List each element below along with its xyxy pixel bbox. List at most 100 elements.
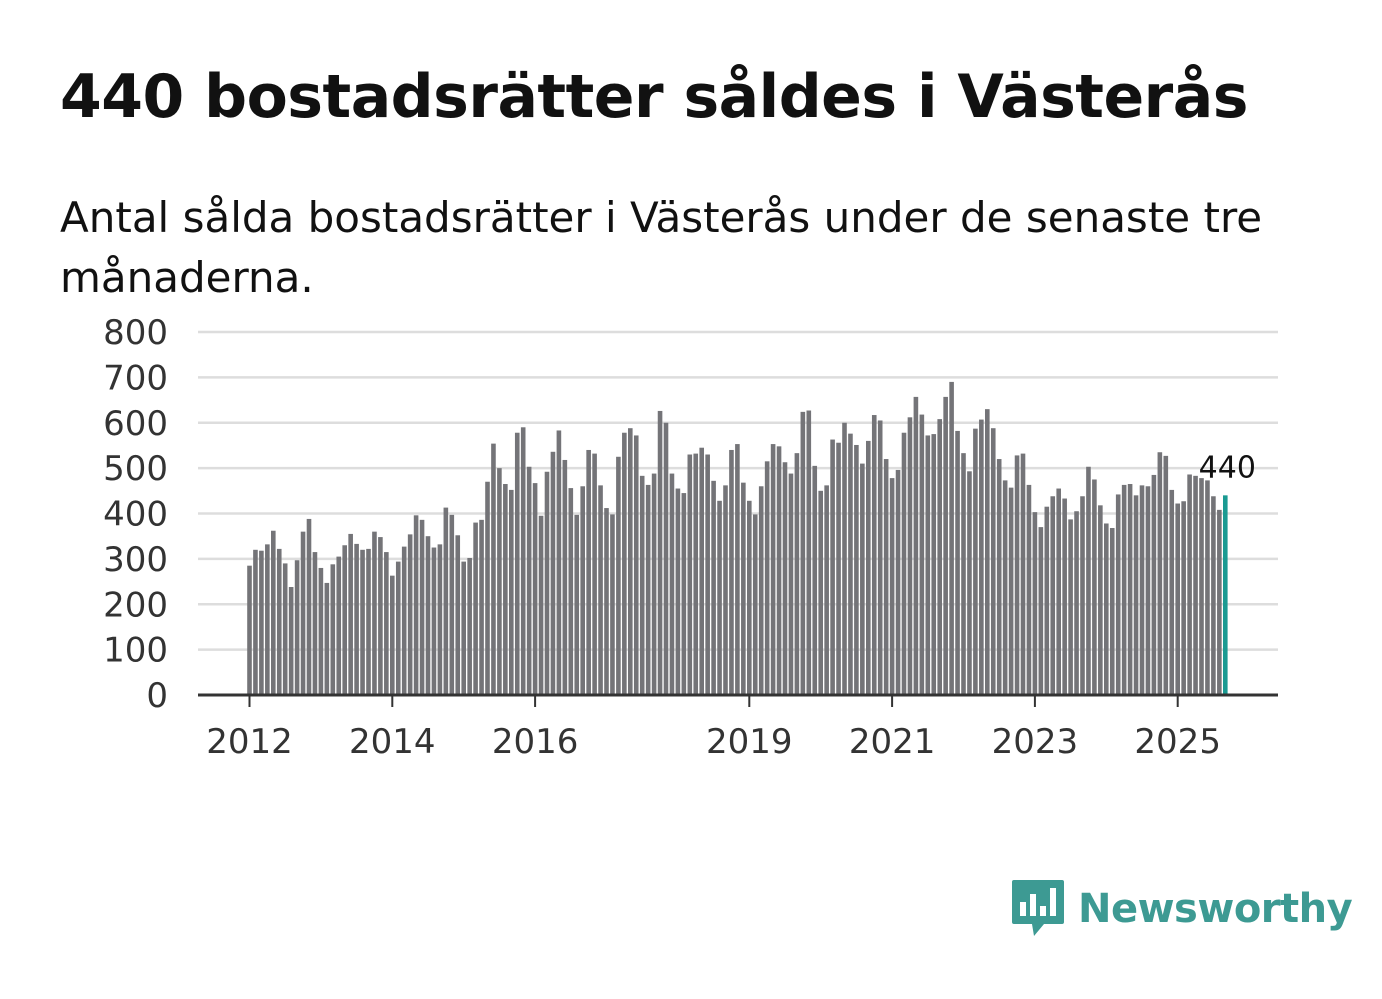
bar	[949, 381, 954, 695]
y-tick-label: 600	[103, 404, 168, 444]
bar	[1104, 523, 1109, 695]
bar	[1217, 509, 1222, 695]
bar	[538, 515, 544, 695]
bar	[937, 419, 942, 695]
bar	[360, 549, 365, 695]
bar	[604, 508, 609, 695]
bar	[687, 454, 693, 695]
y-tick-label: 300	[103, 540, 168, 580]
bar	[1026, 484, 1032, 695]
bar	[514, 432, 520, 695]
x-tick-label: 2012	[206, 722, 293, 762]
bar	[1157, 452, 1163, 695]
bar	[788, 473, 794, 695]
bar	[300, 531, 306, 695]
bar	[657, 410, 663, 695]
y-tick-label: 200	[103, 585, 168, 625]
bar	[758, 486, 764, 695]
bar	[824, 485, 829, 695]
data-label-latest: 440	[1199, 450, 1256, 485]
bar	[312, 552, 318, 695]
bar	[919, 414, 925, 695]
bar	[699, 447, 704, 695]
bar	[830, 439, 835, 695]
bar	[407, 534, 413, 695]
bar	[943, 396, 948, 695]
x-tick-label: 2016	[492, 722, 579, 762]
bar	[473, 522, 478, 695]
bar	[1187, 474, 1192, 695]
bar	[467, 557, 472, 695]
bar	[598, 485, 603, 695]
bar	[455, 535, 461, 695]
bar	[729, 449, 734, 695]
bar	[378, 537, 383, 695]
bar	[669, 473, 675, 695]
bar	[616, 456, 621, 695]
bar	[556, 430, 562, 695]
bar	[1056, 488, 1061, 695]
bar	[276, 548, 282, 695]
newsworthy-logo: Newsworthy	[1010, 878, 1353, 940]
bar	[574, 514, 580, 695]
bar	[1020, 453, 1026, 695]
bar	[1193, 475, 1198, 695]
bar	[586, 449, 591, 695]
bar	[628, 428, 633, 695]
bar	[259, 550, 264, 695]
bar	[895, 469, 901, 695]
bar	[348, 533, 353, 695]
bar	[372, 531, 377, 695]
bar	[509, 489, 514, 695]
x-tick-label: 2021	[849, 722, 936, 762]
bar	[592, 453, 597, 695]
bar	[532, 483, 538, 695]
bar	[877, 420, 883, 695]
bar	[639, 475, 645, 695]
bar	[1115, 494, 1121, 695]
bar	[735, 444, 740, 695]
bar	[485, 481, 490, 695]
bar	[401, 546, 407, 695]
bar	[526, 466, 532, 695]
bar	[1002, 480, 1008, 695]
x-tick-label: 2025	[1134, 722, 1221, 762]
bar	[1205, 480, 1210, 695]
bar	[247, 565, 252, 695]
bar	[800, 411, 806, 695]
bar	[390, 575, 395, 695]
bar	[794, 453, 800, 695]
bar	[973, 428, 978, 695]
brand-name: Newsworthy	[1078, 886, 1353, 932]
bar	[955, 430, 960, 695]
bar	[491, 443, 496, 695]
y-tick-label: 0	[146, 676, 168, 716]
bar	[764, 461, 770, 695]
bar	[1181, 501, 1186, 695]
newsworthy-logo-icon	[1012, 880, 1064, 936]
bar	[562, 459, 568, 695]
bar	[925, 435, 931, 695]
y-tick-label: 500	[103, 449, 168, 489]
bar	[1038, 527, 1044, 695]
bar	[1014, 455, 1020, 695]
bar	[931, 434, 937, 695]
x-tick-label: 2023	[992, 722, 1079, 762]
bar	[253, 549, 258, 695]
bar	[633, 435, 639, 695]
bar	[907, 417, 913, 695]
bar	[675, 488, 681, 695]
bar	[990, 428, 996, 695]
bar	[497, 468, 502, 696]
bar	[723, 485, 728, 695]
y-tick-label: 100	[103, 631, 168, 671]
bar	[366, 548, 371, 695]
bar	[818, 490, 823, 695]
bar	[1008, 487, 1014, 695]
bar	[1175, 503, 1180, 695]
bar	[1121, 484, 1127, 695]
bar	[913, 396, 919, 695]
x-tick-label: 2019	[706, 722, 793, 762]
bar	[431, 547, 437, 695]
bar	[1199, 478, 1204, 695]
